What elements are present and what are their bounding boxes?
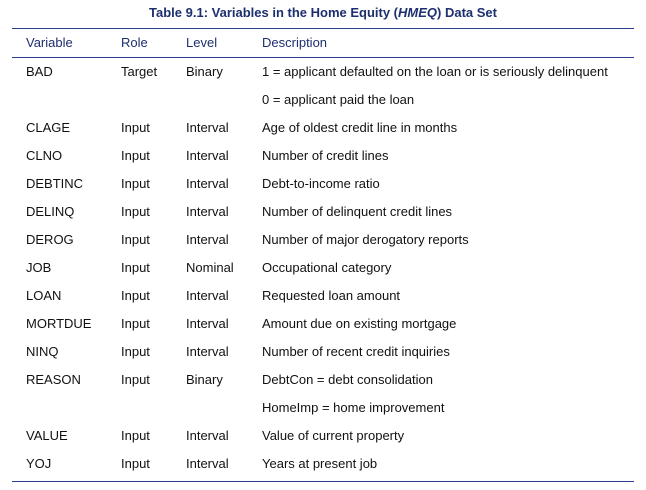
cell-level: Interval: [186, 456, 229, 471]
table-row: CLNO Input Interval Number of credit lin…: [0, 142, 646, 170]
cell-level: Interval: [186, 176, 229, 191]
table-caption: Table 9.1: Variables in the Home Equity …: [0, 5, 646, 20]
table-row: DELINQ Input Interval Number of delinque…: [0, 198, 646, 226]
cell-level: Interval: [186, 148, 229, 163]
cell-variable: VALUE: [26, 428, 68, 443]
cell-role: Input: [121, 288, 150, 303]
table-row: REASON Input Binary DebtCon = debt conso…: [0, 366, 646, 394]
cell-variable: DEROG: [26, 232, 74, 247]
table-row: HomeImp = home improvement: [0, 394, 646, 422]
cell-description: Debt-to-income ratio: [262, 176, 380, 191]
cell-role: Input: [121, 120, 150, 135]
cell-description: Number of credit lines: [262, 148, 389, 163]
cell-description: Requested loan amount: [262, 288, 401, 303]
cell-description: Value of current property: [262, 428, 405, 443]
table-row: NINQ Input Interval Number of recent cre…: [0, 338, 646, 366]
cell-description: Number of recent credit inquiries: [262, 344, 450, 359]
cell-role: Input: [121, 428, 150, 443]
table-row: VALUE Input Interval Value of current pr…: [0, 422, 646, 450]
table-row: DEBTINC Input Interval Debt-to-income ra…: [0, 170, 646, 198]
table-header-row: Variable Role Level Description: [0, 29, 646, 57]
cell-level: Interval: [186, 316, 229, 331]
table-row: BAD Target Binary 1 = applicant defaulte…: [0, 58, 646, 86]
cell-role: Input: [121, 316, 150, 331]
cell-description: 1 = applicant defaulted on the loan or i…: [262, 64, 608, 79]
cell-variable: MORTDUE: [26, 316, 92, 331]
cell-variable: CLAGE: [26, 120, 71, 135]
cell-variable: BAD: [26, 64, 53, 79]
cell-role: Target: [121, 64, 158, 79]
cell-description: Years at present job: [262, 456, 378, 471]
header-description: Description: [262, 35, 328, 50]
caption-prefix: Table 9.1: Variables in the Home Equity …: [149, 5, 399, 20]
cell-level: Interval: [186, 232, 229, 247]
cell-variable: REASON: [26, 372, 81, 387]
cell-variable: JOB: [26, 260, 52, 275]
table-row: MORTDUE Input Interval Amount due on exi…: [0, 310, 646, 338]
cell-level: Nominal: [186, 260, 234, 275]
cell-role: Input: [121, 204, 150, 219]
cell-description: HomeImp = home improvement: [262, 400, 445, 415]
header-variable: Variable: [26, 35, 73, 50]
cell-level: Interval: [186, 288, 229, 303]
table-row: YOJ Input Interval Years at present job: [0, 450, 646, 478]
cell-level: Interval: [186, 120, 229, 135]
table-row: DEROG Input Interval Number of major der…: [0, 226, 646, 254]
cell-level: Binary: [186, 372, 223, 387]
cell-level: Binary: [186, 64, 223, 79]
cell-description: Age of oldest credit line in months: [262, 120, 458, 135]
cell-variable: CLNO: [26, 148, 63, 163]
cell-role: Input: [121, 456, 150, 471]
cell-level: Interval: [186, 204, 229, 219]
cell-description: DebtCon = debt consolidation: [262, 372, 433, 387]
header-level: Level: [186, 35, 218, 50]
cell-variable: LOAN: [26, 288, 62, 303]
cell-role: Input: [121, 372, 150, 387]
table-row: CLAGE Input Interval Age of oldest credi…: [0, 114, 646, 142]
table-row: LOAN Input Interval Requested loan amoun…: [0, 282, 646, 310]
cell-variable: NINQ: [26, 344, 59, 359]
header-role: Role: [121, 35, 148, 50]
cell-description: 0 = applicant paid the loan: [262, 92, 415, 107]
cell-variable: DEBTINC: [26, 176, 84, 191]
cell-role: Input: [121, 344, 150, 359]
table-top-rule: [12, 28, 634, 29]
table-row: JOB Input Nominal Occupational category: [0, 254, 646, 282]
cell-role: Input: [121, 260, 150, 275]
cell-role: Input: [121, 148, 150, 163]
cell-variable: DELINQ: [26, 204, 75, 219]
caption-suffix: ) Data Set: [437, 5, 497, 20]
table-row: 0 = applicant paid the loan: [0, 86, 646, 114]
caption-abbrev: HMEQ: [398, 5, 438, 20]
table-bottom-rule: [12, 481, 634, 482]
cell-description: Number of delinquent credit lines: [262, 204, 453, 219]
cell-description: Amount due on existing mortgage: [262, 316, 457, 331]
cell-level: Interval: [186, 344, 229, 359]
table-header-rule: [12, 57, 634, 58]
cell-description: Number of major derogatory reports: [262, 232, 469, 247]
cell-description: Occupational category: [262, 260, 392, 275]
cell-role: Input: [121, 232, 150, 247]
cell-variable: YOJ: [26, 456, 52, 471]
cell-level: Interval: [186, 428, 229, 443]
cell-role: Input: [121, 176, 150, 191]
